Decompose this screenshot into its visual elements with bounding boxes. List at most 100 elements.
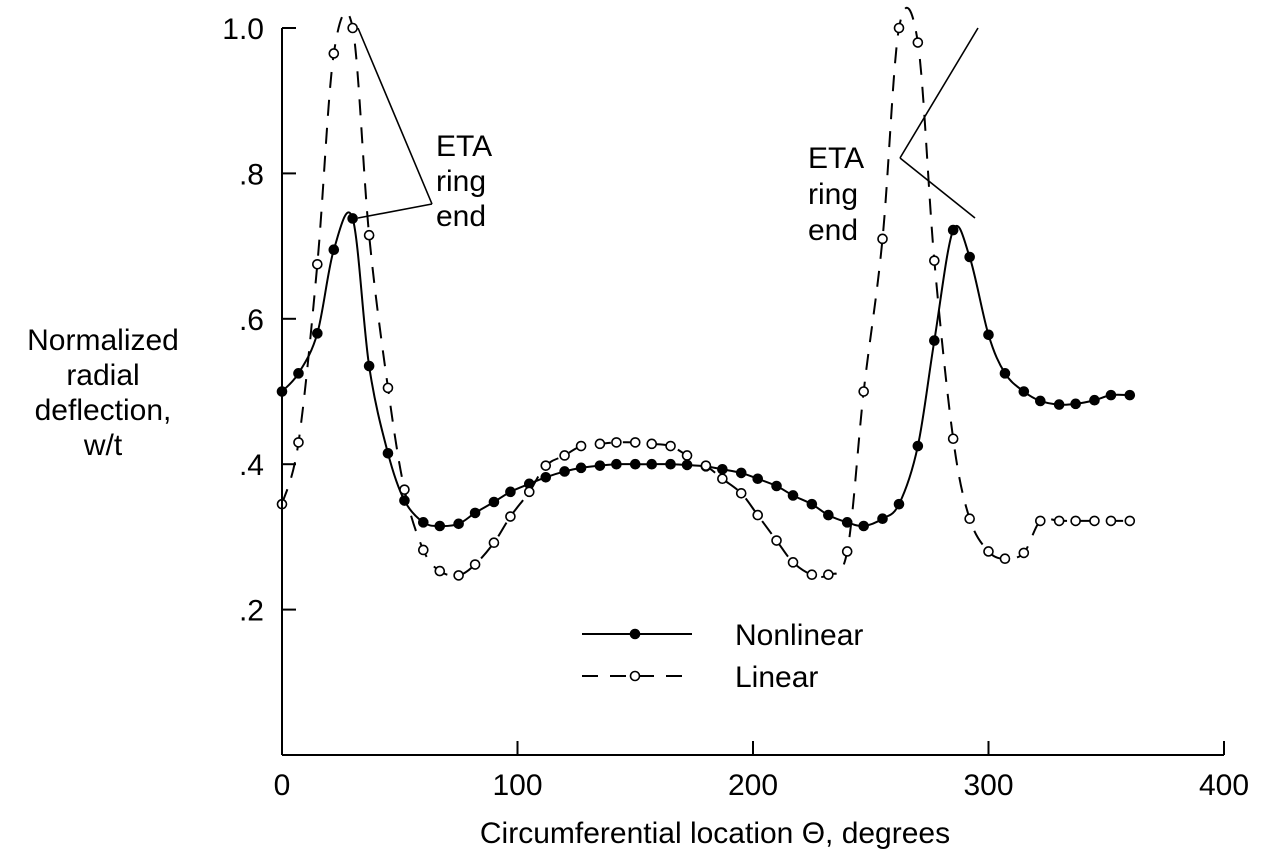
data-point-linear [646, 438, 658, 450]
data-point-linear [893, 22, 905, 34]
data-point-nonlinear [540, 471, 552, 483]
data-point-nonlinear [929, 335, 940, 346]
data-point-linear [912, 37, 924, 48]
data-point-nonlinear [469, 507, 481, 519]
data-point-nonlinear [771, 480, 782, 492]
data-point-linear [877, 233, 888, 245]
data-point-nonlinear [399, 495, 410, 506]
data-point-nonlinear [328, 244, 340, 256]
x-tick-label: 100 [492, 769, 542, 802]
data-point-nonlinear [594, 460, 606, 471]
data-point-linear [363, 229, 375, 241]
data-point-linear [488, 537, 500, 549]
data-point-linear [469, 559, 481, 570]
x-ticks: 0 100 200 300 400 [274, 741, 1249, 802]
data-point-nonlinear [964, 251, 975, 263]
x-tick-label: 0 [274, 769, 291, 802]
data-point-linear [1070, 515, 1081, 527]
x-axis-title: Circumferential location Θ, degrees [480, 817, 950, 850]
x-tick-label: 300 [963, 769, 1013, 802]
y-axis-title: Normalized radial deflection, w/t [27, 324, 179, 462]
series-markers [276, 22, 1136, 581]
data-point-linear [787, 557, 799, 568]
data-point-linear [665, 440, 676, 452]
data-point-nonlinear [629, 458, 641, 470]
data-point-linear [629, 437, 641, 448]
legend-marker-linear [629, 670, 641, 682]
data-point-nonlinear [453, 518, 464, 530]
data-point-nonlinear [488, 496, 500, 508]
data-point-nonlinear [823, 509, 834, 521]
legend-label-linear: Linear [735, 661, 818, 694]
data-point-nonlinear [787, 490, 799, 501]
legend-label-nonlinear: Nonlinear [735, 619, 863, 652]
data-point-linear [382, 382, 394, 394]
data-point-nonlinear [1018, 386, 1030, 397]
data-point-nonlinear [505, 486, 516, 498]
data-point-linear [681, 450, 693, 461]
annotation-right-line-3: end [808, 214, 858, 247]
data-point-linear [611, 437, 622, 448]
data-point-linear [434, 565, 446, 577]
data-point-nonlinear [382, 447, 394, 459]
y-ticks: .2 .4 .6 .8 1.0 [222, 13, 296, 628]
data-point-nonlinear [1124, 389, 1136, 401]
data-point-linear [999, 553, 1011, 565]
data-point-linear [505, 511, 516, 522]
data-point-nonlinear [752, 473, 764, 485]
data-point-nonlinear [983, 329, 994, 341]
data-point-nonlinear [1089, 394, 1100, 406]
x-tick-label: 200 [728, 769, 778, 802]
y-tick-label: 1.0 [222, 13, 264, 46]
legend-marker-nonlinear [629, 628, 641, 640]
legend: Nonlinear Linear [582, 619, 863, 694]
annotation-right-leader-upper [899, 27, 979, 159]
data-point-nonlinear [735, 467, 747, 479]
data-point-nonlinear [1035, 395, 1046, 407]
data-point-nonlinear [999, 368, 1011, 379]
data-point-linear [575, 440, 587, 452]
data-point-nonlinear [1053, 399, 1065, 410]
data-point-linear [947, 433, 959, 445]
data-point-nonlinear [717, 463, 728, 475]
y-axis-title-line-4: w/t [83, 429, 123, 462]
y-axis-title-line-3: deflection, [35, 394, 172, 427]
data-point-linear [1124, 515, 1136, 527]
annotation-right: ETA ring end [808, 27, 979, 247]
data-point-nonlinear [912, 440, 924, 452]
data-point-nonlinear [434, 520, 446, 532]
legend-entry-nonlinear: Nonlinear [582, 619, 863, 652]
data-point-nonlinear [1070, 398, 1081, 410]
y-axis-title-line-2: radial [66, 359, 139, 392]
annotation-left-line-2: ring [436, 165, 486, 198]
data-point-linear [1035, 515, 1046, 527]
data-point-nonlinear [312, 328, 323, 339]
data-point-linear [806, 569, 818, 581]
data-point-nonlinear [575, 462, 587, 474]
annotation-right-leader-lower [899, 157, 976, 219]
data-point-linear [752, 509, 764, 521]
data-point-nonlinear [681, 459, 693, 471]
data-point-linear [417, 544, 429, 556]
y-tick-label: .2 [239, 595, 264, 628]
data-point-linear [453, 570, 464, 581]
annotation-left-line-1: ETA [436, 130, 492, 163]
data-point-nonlinear [806, 498, 818, 510]
data-point-nonlinear [858, 520, 869, 532]
annotation-left: ETA ring end [357, 27, 492, 233]
data-point-nonlinear [665, 458, 676, 470]
data-point-linear [399, 484, 410, 495]
data-point-linear [312, 258, 323, 270]
data-point-nonlinear [646, 458, 658, 470]
data-point-linear [735, 487, 747, 499]
data-point-nonlinear [877, 513, 888, 525]
data-point-nonlinear [893, 498, 905, 510]
data-point-nonlinear [417, 517, 429, 528]
data-point-linear [1089, 515, 1100, 527]
data-point-nonlinear [347, 213, 358, 224]
data-point-nonlinear [559, 466, 570, 477]
data-point-linear [983, 546, 994, 557]
data-point-nonlinear [841, 517, 853, 528]
data-point-linear [929, 255, 940, 266]
